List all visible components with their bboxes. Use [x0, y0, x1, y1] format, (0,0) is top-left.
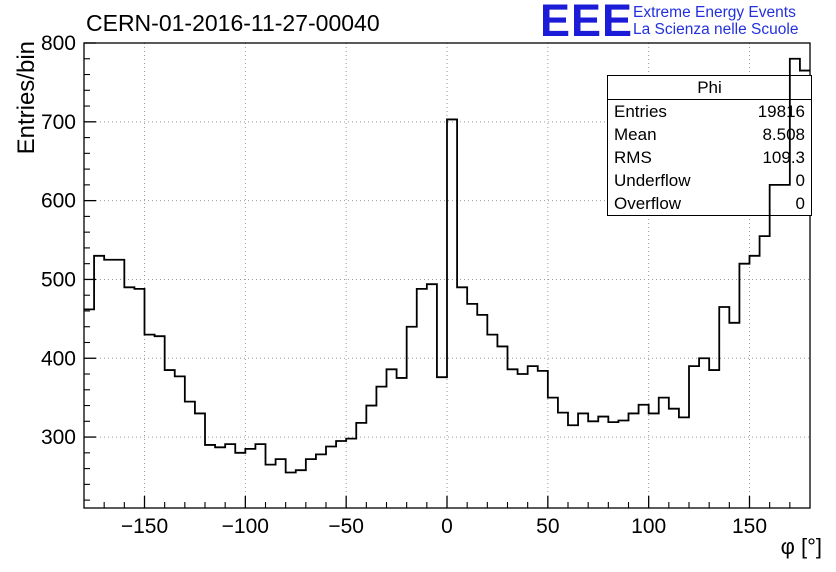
y-tick-label: 500: [41, 268, 76, 291]
stats-value: 0: [795, 194, 805, 213]
x-tick-label: −50: [328, 515, 364, 538]
y-tick-label: 400: [41, 347, 76, 370]
stats-row: Entries 19816: [608, 100, 811, 123]
x-tick-label: 50: [536, 515, 559, 538]
stats-row: Underflow 0: [608, 169, 811, 192]
stats-label: RMS: [614, 148, 652, 167]
stats-label: Overflow: [614, 194, 682, 213]
x-tick-label: 0: [441, 515, 453, 538]
stats-label: Entries: [614, 102, 667, 121]
x-axis-title: φ [°]: [780, 534, 822, 559]
eee-logo-text: Extreme Energy Events La Scienza nelle S…: [633, 4, 798, 38]
stats-row: Mean 8.508: [608, 123, 811, 146]
plot-title: CERN-01-2016-11-27-00040: [86, 10, 380, 36]
stats-label: Mean: [614, 125, 657, 144]
eee-logo-line2: La Scienza nelle Scuole: [633, 21, 799, 38]
stats-row: RMS 109.3: [608, 146, 811, 169]
y-tick-label: 600: [41, 190, 76, 213]
stats-value: 109.3: [762, 148, 805, 167]
x-tick-label: 150: [732, 515, 767, 538]
stats-value: 8.508: [762, 125, 805, 144]
x-tick-label: −150: [121, 515, 168, 538]
stats-box-title: Phi: [608, 76, 811, 100]
y-tick-label: 800: [41, 32, 76, 55]
stats-value: 0: [795, 171, 805, 190]
y-tick-label: 700: [41, 111, 76, 134]
y-axis-title: Entries/bin: [13, 41, 40, 154]
x-tick-label: 100: [631, 515, 666, 538]
eee-logo-line1: Extreme Energy Events: [633, 4, 796, 21]
stats-box: Phi Entries 19816 Mean 8.508 RMS 109.3 U…: [607, 75, 812, 216]
stats-row: Overflow 0: [608, 192, 811, 215]
y-tick-label: 300: [41, 426, 76, 449]
stats-value: 19816: [757, 102, 805, 121]
x-tick-label: −100: [222, 515, 269, 538]
eee-logo: EEE: [540, 0, 634, 46]
stats-label: Underflow: [614, 171, 691, 190]
